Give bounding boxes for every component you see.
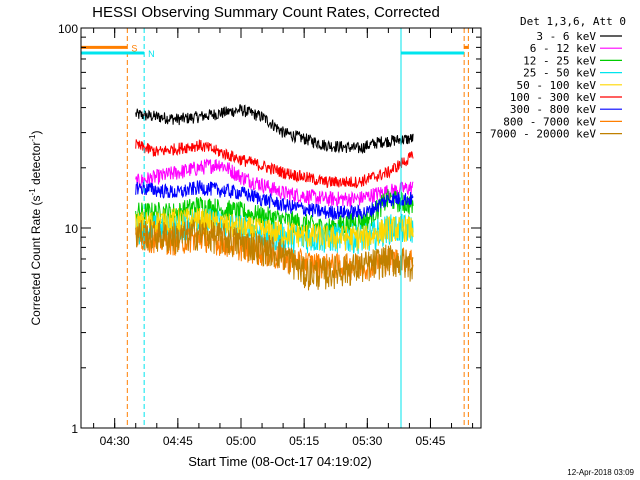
x-tick-label: 05:00 — [226, 434, 256, 448]
legend-label: 6 - 12 keV — [530, 42, 597, 55]
y-axis-title: Corrected Count Rate (s-1 detector-1) — [28, 130, 43, 325]
legend-label: 12 - 25 keV — [523, 54, 596, 67]
plot-area: S N 1 10 100 04:30 04:45 05:00 05:15 05:30 05:45 — [58, 22, 482, 448]
x-tick-label: 05:15 — [289, 434, 319, 448]
series-line — [135, 219, 414, 291]
legend-label: 800 - 7000 keV — [503, 115, 596, 128]
status-bar-label: N — [148, 49, 155, 59]
legend-label: 7000 - 20000 keV — [490, 128, 596, 141]
series-line — [135, 180, 414, 222]
legend-label: 3 - 6 keV — [536, 30, 596, 43]
chart-title: HESSI Observing Summary Count Rates, Cor… — [92, 4, 440, 21]
y-axis-title-sup2: -1 — [28, 134, 37, 142]
svg-text:Corrected Count Rate (s-1 dete: Corrected Count Rate (s-1 detector-1) — [28, 130, 43, 325]
y-tick-label: 10 — [65, 222, 79, 236]
legend-label: 100 - 300 keV — [510, 91, 596, 104]
y-tick-label: 100 — [58, 22, 78, 36]
y-axis-title-main: Corrected Count Rate (s — [29, 195, 43, 325]
y-axis-title-end: ) — [29, 130, 43, 134]
x-tick-label: 05:45 — [415, 434, 445, 448]
x-tick-label: 04:45 — [163, 434, 193, 448]
x-tick-label: 04:30 — [100, 434, 130, 448]
y-axis-title-sup1: -1 — [28, 188, 37, 196]
legend-label: 50 - 100 keV — [517, 79, 597, 92]
x-axis-title: Start Time (08-Oct-17 04:19:02) — [188, 454, 372, 469]
legend-label: 300 - 800 keV — [510, 103, 596, 116]
series-line — [135, 104, 414, 155]
legend-label: 25 - 50 keV — [523, 67, 596, 80]
series-line — [135, 208, 414, 251]
series-line — [135, 158, 414, 209]
series-line — [135, 139, 414, 189]
legend-header: Det 1,3,6, Att 0 — [520, 15, 626, 28]
x-tick-label: 05:30 — [352, 434, 382, 448]
footer-timestamp: 12-Apr-2018 03:09 — [567, 468, 634, 477]
status-bar-label: S — [131, 43, 137, 53]
y-axis-title-mid: detector — [29, 142, 43, 189]
y-tick-label: 1 — [71, 422, 78, 436]
